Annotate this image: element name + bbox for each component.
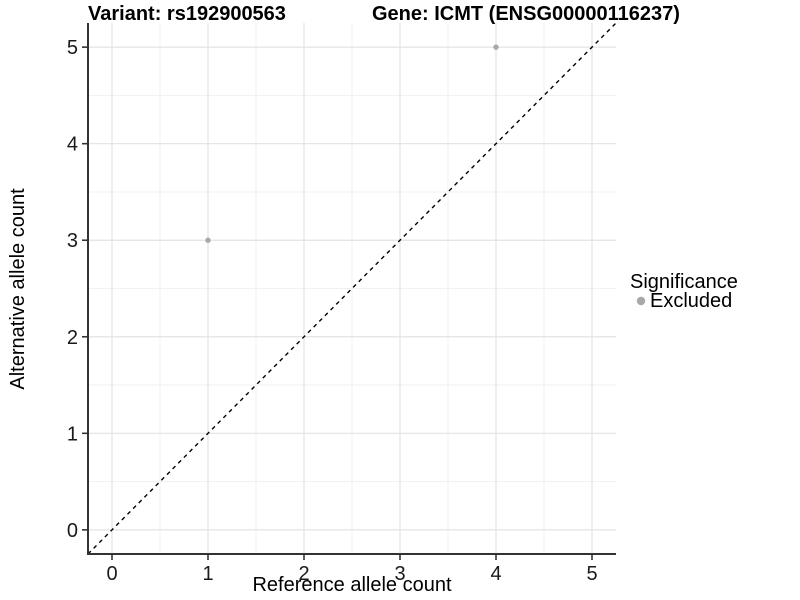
x-axis-label: Reference allele count bbox=[252, 574, 451, 596]
data-point bbox=[493, 44, 499, 50]
data-points bbox=[205, 44, 499, 243]
x-tick-label: 1 bbox=[202, 563, 213, 585]
tick-marks bbox=[82, 46, 593, 560]
x-tick-label: 3 bbox=[394, 563, 405, 585]
x-tick-label: 0 bbox=[106, 563, 117, 585]
y-tick-label: 3 bbox=[67, 230, 78, 252]
legend: Significance Excluded bbox=[630, 271, 738, 312]
y-tick-labels: 0 1 2 3 4 5 bbox=[67, 37, 78, 542]
y-tick-label: 0 bbox=[67, 520, 78, 542]
legend-title: Significance bbox=[630, 271, 738, 293]
legend-entry-label: Excluded bbox=[650, 290, 732, 312]
x-tick-label: 4 bbox=[490, 563, 501, 585]
y-tick-label: 4 bbox=[67, 134, 78, 156]
legend-point-icon bbox=[636, 296, 646, 306]
x-tick-labels: 0 1 2 3 4 5 bbox=[106, 563, 597, 585]
data-point bbox=[205, 237, 211, 243]
plot-title-variant: Variant: rs192900563 bbox=[88, 3, 286, 25]
y-tick-label: 1 bbox=[67, 423, 78, 445]
y-axis-label: Alternative allele count bbox=[7, 188, 29, 390]
y-tick-label: 2 bbox=[67, 327, 78, 349]
y-tick-label: 5 bbox=[67, 37, 78, 59]
plot-title-gene: Gene: ICMT (ENSG00000116237) bbox=[372, 3, 680, 25]
x-tick-label: 2 bbox=[298, 563, 309, 585]
identity-line bbox=[87, 22, 617, 555]
grid-minor bbox=[88, 23, 616, 554]
grid-major bbox=[88, 23, 616, 554]
x-tick-label: 5 bbox=[586, 563, 597, 585]
axis-lines bbox=[87, 23, 616, 555]
